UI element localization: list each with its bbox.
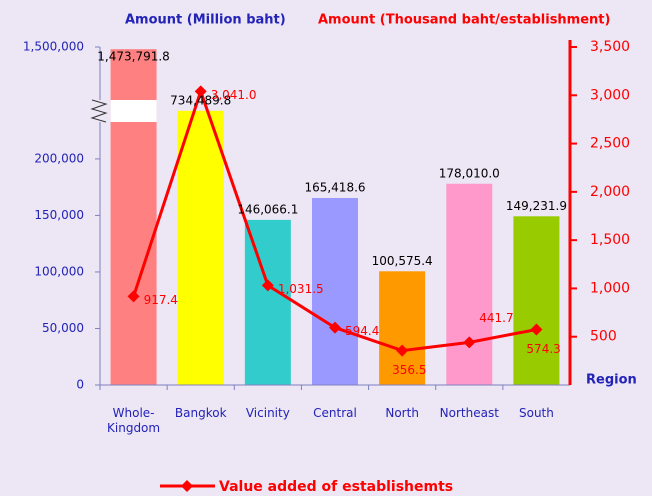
- bar-value-label: 149,231.9: [506, 199, 567, 213]
- x-tick-label: Bangkok: [174, 406, 227, 420]
- x-axis-title: Region: [586, 373, 637, 388]
- y2-tick-label: 2,500: [590, 136, 630, 152]
- legend-label: Value added of establishemts: [219, 479, 453, 495]
- y-tick-label: 200,000: [34, 151, 84, 165]
- line-value-label: 356.5: [392, 363, 426, 377]
- bar: [446, 183, 493, 385]
- line-marker: [261, 279, 274, 292]
- line-value-label: 441.7: [479, 311, 513, 325]
- bar: [513, 216, 560, 385]
- axis-break: [90, 99, 108, 123]
- x-tick-label: North: [385, 406, 419, 420]
- line-value-label: 917.4: [144, 293, 178, 307]
- y-tick-label: 50,000: [42, 321, 84, 335]
- x-tick-label: Northeast: [439, 406, 499, 420]
- bar-value-label: 1,473,791.8: [97, 50, 170, 64]
- line-value-label: 594.4: [345, 324, 379, 338]
- y-axis-title: Amount (Million baht): [125, 13, 286, 28]
- line-marker: [463, 336, 476, 349]
- y2-tick-label: 1,500: [590, 232, 630, 248]
- bar-value-label: 100,575.4: [372, 254, 433, 268]
- line-marker: [530, 323, 543, 336]
- y-tick-label: 0: [76, 378, 84, 392]
- plot: [110, 49, 560, 386]
- line-marker: [127, 290, 140, 303]
- bar-value-label: 734,489.8: [170, 93, 231, 107]
- line-value-label: 3,041.0: [211, 88, 257, 102]
- x-tick-label: South: [518, 406, 554, 420]
- y2-tick-label: 2,000: [590, 184, 630, 200]
- bar-value-label: 146,066.1: [237, 202, 298, 216]
- line-marker: [329, 321, 341, 334]
- y-tick-label: 150,000: [34, 208, 84, 222]
- bar: [110, 49, 157, 385]
- y2-tick-label: 3,500: [590, 39, 630, 55]
- x-tick-label: Whole-Kingdom: [107, 406, 161, 435]
- bar: [312, 198, 358, 385]
- y2-tick-label: 1,000: [590, 280, 630, 296]
- x-tick-label: Vicinity: [245, 406, 290, 420]
- bar-break: [110, 100, 157, 122]
- line-marker: [194, 85, 207, 98]
- line-value-label: 1,031.5: [278, 282, 324, 296]
- bar: [177, 110, 224, 386]
- line-marker: [396, 344, 409, 357]
- bar: [244, 219, 291, 385]
- line-value-label: 574.3: [526, 342, 560, 356]
- bar: [379, 271, 426, 385]
- legend-marker: [181, 480, 193, 492]
- bar-value-label: 178,010.0: [439, 166, 500, 180]
- y2-tick-label: 3,000: [590, 87, 630, 103]
- y2-tick-label: 500: [590, 329, 617, 345]
- y-tick-label: 1,500,000: [23, 40, 84, 54]
- x-tick-label: Central: [313, 406, 357, 420]
- y-tick-label: 100,000: [34, 264, 84, 278]
- bar-value-label: 165,418.6: [304, 181, 365, 195]
- y2-axis-title: Amount (Thousand baht/establishment): [318, 13, 610, 28]
